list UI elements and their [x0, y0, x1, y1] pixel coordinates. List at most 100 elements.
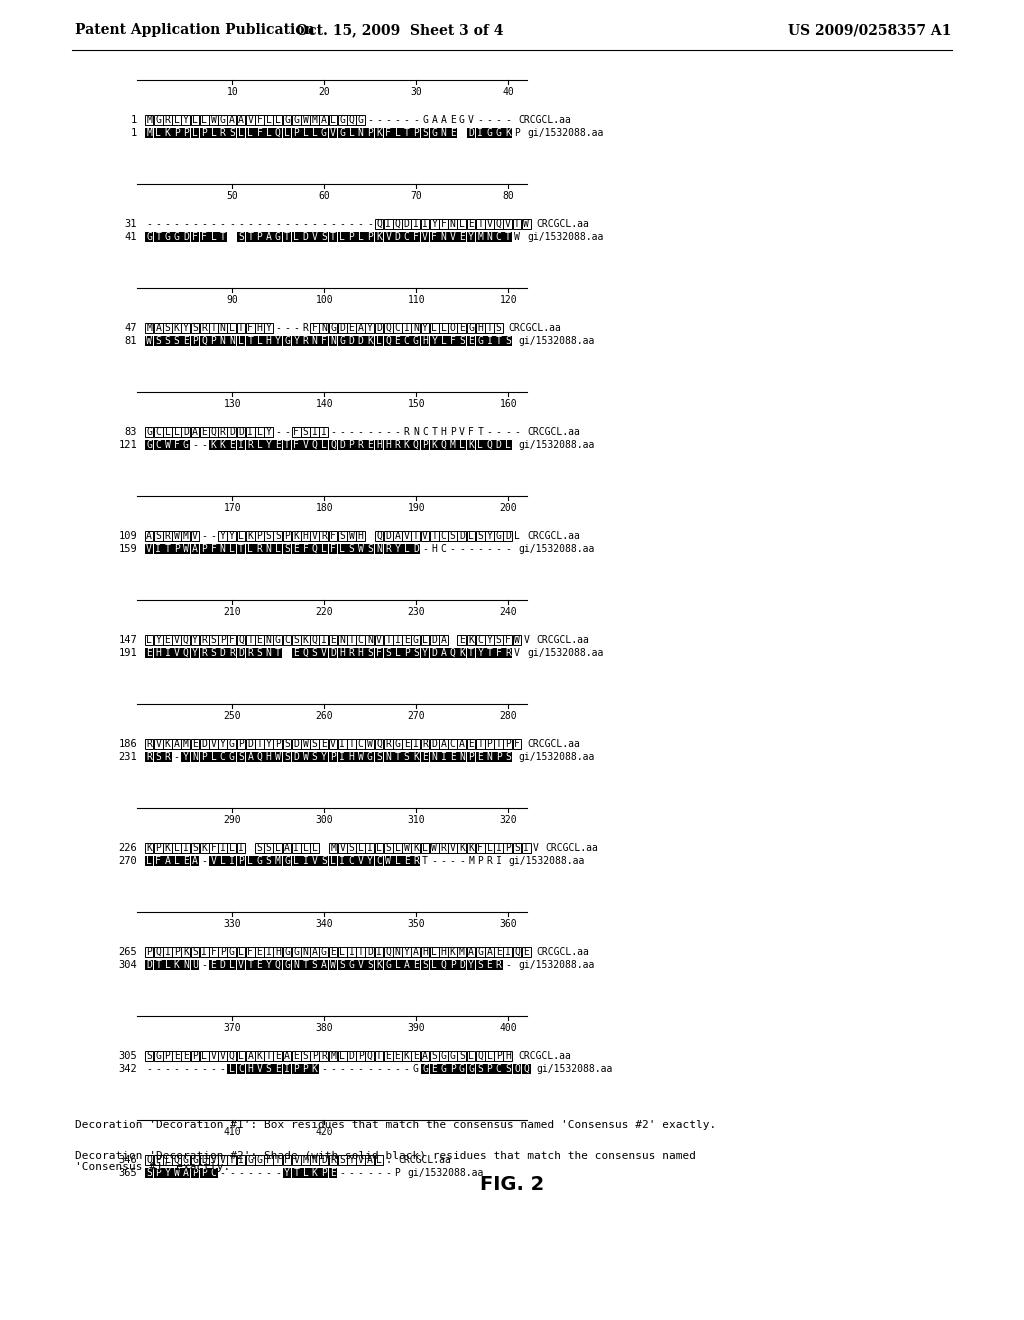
- Text: D: D: [293, 739, 299, 748]
- Text: L: L: [229, 843, 234, 853]
- Bar: [467, 323, 475, 333]
- Text: P: P: [394, 1168, 400, 1177]
- Text: P: P: [367, 232, 373, 242]
- Text: G: G: [285, 337, 290, 346]
- Text: P: P: [156, 1155, 161, 1166]
- Bar: [154, 337, 163, 346]
- Bar: [338, 960, 346, 970]
- Text: W: W: [302, 739, 308, 748]
- Bar: [439, 440, 447, 450]
- Text: K: K: [468, 440, 474, 450]
- Text: 330: 330: [223, 919, 242, 929]
- Bar: [227, 1051, 237, 1061]
- Text: L: L: [376, 337, 382, 346]
- Text: D: D: [459, 960, 465, 970]
- Bar: [264, 960, 273, 970]
- Text: A: A: [193, 426, 198, 437]
- Bar: [144, 128, 154, 139]
- Text: S: S: [514, 843, 520, 853]
- Bar: [246, 128, 255, 139]
- Bar: [181, 648, 190, 657]
- Text: G: G: [229, 946, 234, 957]
- Text: G: G: [422, 1064, 428, 1074]
- Bar: [458, 843, 466, 853]
- Text: I: I: [321, 635, 327, 645]
- Bar: [144, 115, 154, 125]
- Text: D: D: [220, 960, 225, 970]
- Text: 305: 305: [118, 1051, 137, 1061]
- Text: -: -: [348, 426, 354, 437]
- Bar: [366, 843, 374, 853]
- Bar: [521, 946, 530, 957]
- Bar: [402, 843, 411, 853]
- Text: O: O: [450, 323, 456, 333]
- Bar: [237, 648, 246, 657]
- Text: gi/1532088.aa: gi/1532088.aa: [518, 960, 594, 970]
- Text: N: N: [311, 337, 317, 346]
- Bar: [310, 855, 319, 866]
- Text: -: -: [376, 426, 382, 437]
- Text: P: P: [422, 440, 428, 450]
- Text: R: R: [202, 648, 207, 657]
- Text: L: L: [422, 843, 428, 853]
- Text: L: L: [431, 946, 437, 957]
- Bar: [467, 843, 475, 853]
- Bar: [458, 946, 466, 957]
- Text: G: G: [339, 115, 345, 125]
- Bar: [347, 128, 355, 139]
- Text: E: E: [229, 440, 234, 450]
- Text: R: R: [165, 752, 170, 762]
- Bar: [347, 115, 355, 125]
- Bar: [227, 635, 237, 645]
- Bar: [421, 232, 429, 242]
- Text: gi/1532088.aa: gi/1532088.aa: [518, 337, 594, 346]
- Text: A: A: [248, 752, 253, 762]
- Text: F: F: [266, 1155, 271, 1166]
- Text: S: S: [385, 843, 391, 853]
- Bar: [393, 232, 401, 242]
- Bar: [181, 128, 190, 139]
- Text: 270: 270: [408, 711, 425, 721]
- Bar: [218, 960, 227, 970]
- Bar: [375, 128, 383, 139]
- Text: D: D: [302, 232, 308, 242]
- Bar: [227, 337, 237, 346]
- Text: E: E: [193, 739, 198, 748]
- Bar: [154, 1051, 163, 1061]
- Bar: [283, 115, 292, 125]
- Text: F: F: [431, 232, 437, 242]
- Text: 110: 110: [408, 294, 425, 305]
- Bar: [163, 531, 172, 541]
- Bar: [504, 843, 512, 853]
- Text: 350: 350: [408, 919, 425, 929]
- Bar: [237, 544, 246, 554]
- Bar: [421, 337, 429, 346]
- Text: T: T: [505, 232, 511, 242]
- Text: T: T: [357, 946, 364, 957]
- Bar: [402, 635, 411, 645]
- Text: L: L: [440, 323, 446, 333]
- Text: R: R: [321, 531, 327, 541]
- Text: M: M: [477, 232, 483, 242]
- Text: -: -: [339, 1064, 345, 1074]
- Text: F: F: [202, 232, 207, 242]
- Text: 342: 342: [118, 1064, 137, 1074]
- Text: H: H: [422, 946, 428, 957]
- Bar: [255, 232, 264, 242]
- Bar: [338, 739, 346, 748]
- Bar: [283, 1051, 292, 1061]
- Text: I: I: [339, 739, 345, 748]
- Text: S: S: [321, 232, 327, 242]
- Bar: [485, 648, 494, 657]
- Text: F: F: [413, 232, 419, 242]
- Bar: [209, 946, 218, 957]
- Text: Q: Q: [413, 440, 419, 450]
- Text: N: N: [459, 752, 465, 762]
- Text: -: -: [348, 1168, 354, 1177]
- Text: 190: 190: [408, 503, 425, 513]
- Bar: [384, 232, 392, 242]
- Text: -: -: [146, 219, 152, 228]
- Bar: [458, 739, 466, 748]
- Text: 1: 1: [131, 115, 137, 125]
- Text: L: L: [257, 337, 262, 346]
